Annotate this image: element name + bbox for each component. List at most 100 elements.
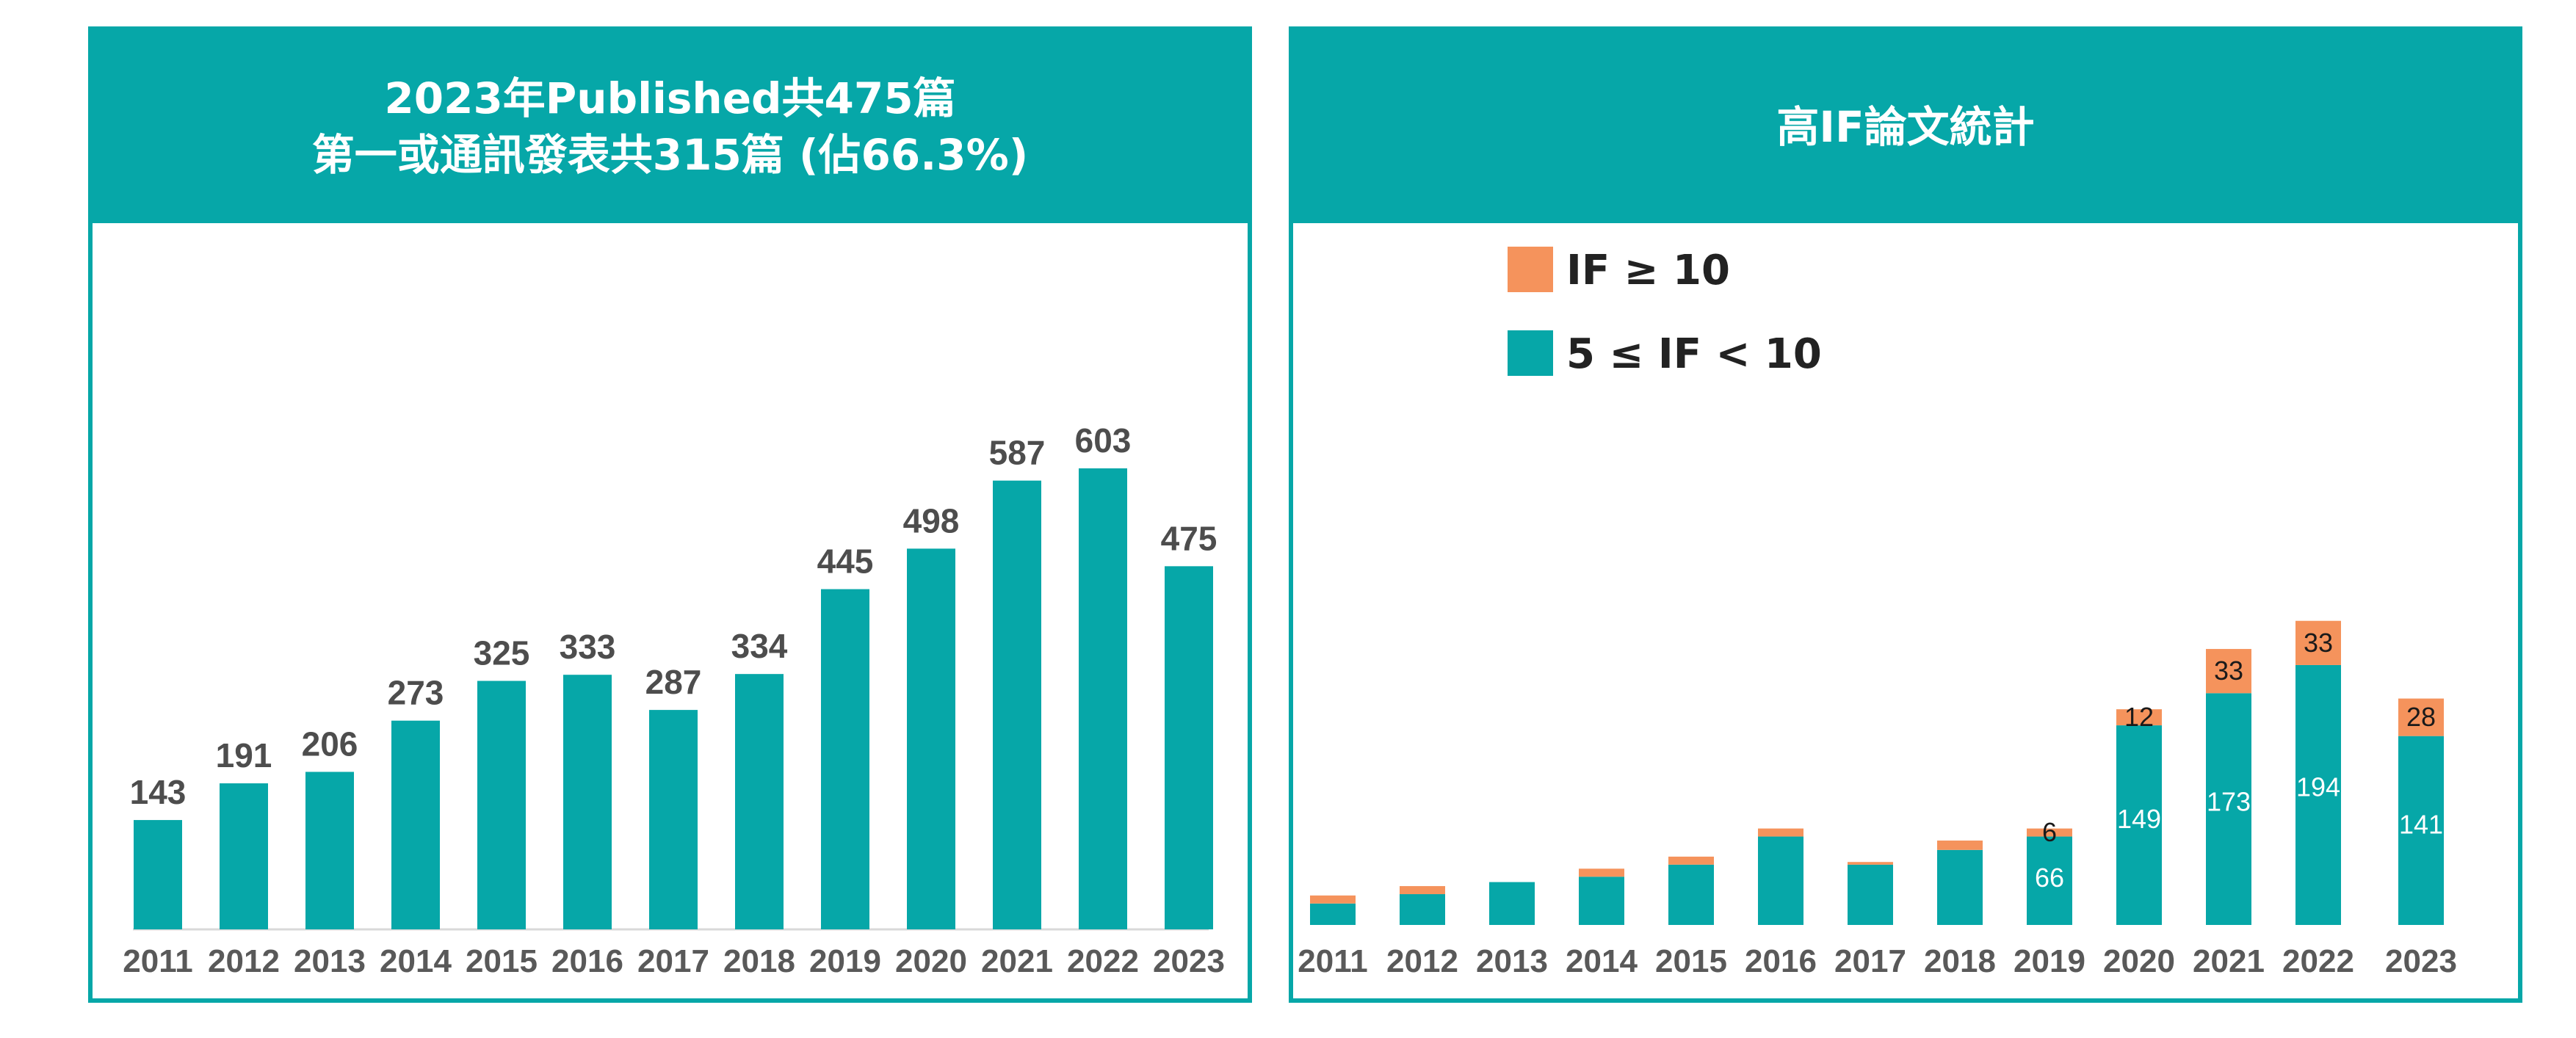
tick-label-2013: 2013 (294, 943, 366, 979)
tick-label-2018: 2018 (723, 943, 795, 979)
high-if-title: 高IF論文統計 (1776, 101, 2035, 152)
bar-lower-2014 (1579, 877, 1624, 925)
data-label-upper-2023: 28 (2406, 702, 2436, 732)
bar-2020 (907, 548, 955, 929)
tick-label-2015: 2015 (1655, 943, 1727, 979)
bar-2015 (477, 680, 526, 929)
data-label-upper-2021: 33 (2214, 656, 2243, 686)
data-label-lower-2019: 66 (2035, 863, 2064, 893)
bar-upper-2020 (2116, 709, 2162, 726)
published-bar-chart: 143 2011 191 2012 206 2013 273 2014 325 2015 333 20… (123, 421, 1225, 979)
data-label-lower-2020: 149 (2117, 804, 2161, 834)
bar-lower-2022 (2295, 664, 2341, 925)
data-label-upper-2019: 6 (2042, 817, 2057, 847)
bar-2023 (1165, 566, 1213, 929)
data-label-lower-2021: 173 (2207, 787, 2251, 817)
bar-upper-2018 (1937, 841, 1983, 850)
bar-2013 (305, 772, 354, 929)
bar-upper-2016 (1758, 828, 1803, 837)
bar-upper-2019 (2027, 828, 2072, 837)
tick-label-2018: 2018 (1924, 943, 1996, 979)
data-label-2015: 325 (474, 634, 530, 672)
bar-2016 (563, 675, 612, 929)
tick-label-2020: 2020 (2103, 943, 2175, 979)
bar-lower-2011 (1310, 903, 1356, 925)
tick-label-2016: 2016 (551, 943, 623, 979)
data-label-2022: 603 (1075, 421, 1132, 460)
tick-label-2017: 2017 (637, 943, 709, 979)
bar-upper-2015 (1668, 856, 1714, 865)
high-if-panel: 高IF論文統計 IF ≥ 10 5 ≤ IF < 10 2011 2012 2013 20… (1289, 26, 2522, 1003)
data-label-2011: 143 (130, 773, 187, 811)
tick-label-2022: 2022 (1067, 943, 1139, 979)
tick-label-2011: 2011 (1298, 943, 1367, 979)
tick-label-2014: 2014 (1566, 943, 1638, 979)
bar-lower-2015 (1668, 864, 1714, 925)
bar-lower-2012 (1400, 894, 1445, 925)
bar-lower-2013 (1489, 882, 1535, 925)
tick-label-2019: 2019 (809, 943, 881, 979)
bar-upper-2014 (1579, 868, 1624, 877)
data-label-lower-2023: 141 (2399, 810, 2443, 840)
data-label-2017: 287 (645, 663, 702, 701)
bar-2021 (993, 480, 1041, 929)
high-if-panel-header: 高IF論文統計 (1293, 31, 2518, 223)
bar-2018 (735, 674, 784, 929)
bar-upper-2017 (1848, 862, 1893, 865)
tick-label-2012: 2012 (208, 943, 280, 979)
bar-lower-2018 (1937, 849, 1983, 925)
tick-label-2011: 2011 (123, 943, 192, 979)
tick-label-2016: 2016 (1745, 943, 1817, 979)
bar-upper-2011 (1310, 895, 1356, 904)
bar-2011 (134, 820, 182, 929)
data-label-2018: 334 (731, 627, 788, 665)
data-label-2013: 206 (302, 725, 358, 763)
data-label-upper-2022: 33 (2304, 628, 2333, 658)
tick-label-2013: 2013 (1476, 943, 1548, 979)
tick-label-2021: 2021 (981, 943, 1053, 979)
tick-label-2021: 2021 (2193, 943, 2265, 979)
bar-upper-2022 (2295, 620, 2341, 665)
data-label-upper-2020: 12 (2124, 702, 2154, 732)
tick-label-2022: 2022 (2282, 943, 2354, 979)
data-label-2016: 333 (560, 628, 616, 666)
tick-label-2019: 2019 (2014, 943, 2085, 979)
tick-label-2023: 2023 (1153, 943, 1225, 979)
legend-swatch-if-10-plus (1508, 247, 1553, 292)
published-panel: 2023年Published共475篇 第一或通訊發表共315篇 (佔66.3%… (88, 26, 1252, 1003)
published-panel-header: 2023年Published共475篇 第一或通訊發表共315篇 (佔66.3%… (93, 31, 1248, 223)
tick-label-2017: 2017 (1834, 943, 1906, 979)
bar-lower-2023 (2398, 736, 2444, 925)
bar-lower-2021 (2206, 693, 2251, 925)
bar-2017 (649, 710, 698, 929)
tick-label-2020: 2020 (895, 943, 967, 979)
data-label-2019: 445 (817, 542, 874, 581)
data-label-lower-2022: 194 (2296, 772, 2340, 802)
bar-upper-2012 (1400, 886, 1445, 895)
tick-label-2015: 2015 (466, 943, 538, 979)
bar-2022 (1079, 468, 1127, 929)
bar-2019 (821, 589, 869, 929)
bar-upper-2021 (2206, 649, 2251, 694)
tick-label-2014: 2014 (380, 943, 452, 979)
data-label-2023: 475 (1161, 519, 1218, 557)
legend-label-if-10-plus: IF ≥ 10 (1566, 247, 1730, 294)
high-if-stacked-chart: IF ≥ 10 5 ≤ IF < 10 2011 2012 2013 2014 2015 20… (1298, 247, 2457, 979)
published-title-line1: 2023年Published共475篇 (384, 73, 956, 124)
bar-upper-2023 (2398, 698, 2444, 736)
bar-lower-2017 (1848, 864, 1893, 925)
legend-swatch-if-5-10 (1508, 330, 1553, 376)
tick-label-2023: 2023 (2385, 943, 2457, 979)
data-label-2014: 273 (388, 674, 444, 712)
bar-2014 (391, 720, 440, 929)
bar-2012 (220, 783, 268, 929)
bar-lower-2016 (1758, 836, 1803, 925)
tick-label-2012: 2012 (1386, 943, 1458, 979)
data-label-2012: 191 (216, 736, 272, 774)
data-label-2020: 498 (903, 501, 960, 540)
legend-label-if-5-10: 5 ≤ IF < 10 (1566, 330, 1822, 378)
data-label-2021: 587 (989, 434, 1046, 472)
bar-lower-2020 (2116, 725, 2162, 925)
bar-lower-2019 (2027, 836, 2072, 925)
published-title-line2: 第一或通訊發表共315篇 (佔66.3%) (311, 130, 1029, 180)
